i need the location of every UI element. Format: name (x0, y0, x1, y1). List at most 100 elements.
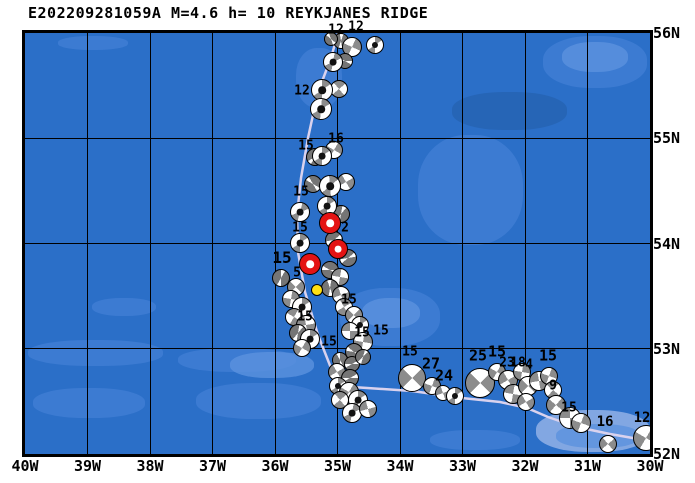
bathymetry-patch (28, 340, 163, 366)
epicenter-dot-yellow (311, 284, 323, 296)
focal-mechanism-beachball (319, 175, 341, 197)
event-day-label: 15 (297, 309, 313, 325)
focal-mechanism-beachball (290, 233, 310, 253)
event-day-label: 18 (510, 355, 526, 371)
longitude-tick-label: 40W (11, 457, 39, 475)
event-day-label: 15 (561, 400, 577, 416)
beachball-center-dot (326, 182, 334, 190)
beachball-center-dot (306, 335, 314, 343)
event-day-label: 2 (341, 220, 349, 236)
event-day-label: 15 (292, 220, 308, 236)
event-day-label: 23 (499, 355, 515, 371)
latitude-tick-label: 52N (653, 445, 681, 463)
focal-mechanism-beachball (599, 435, 617, 453)
bathymetry-patch (196, 383, 321, 419)
beachball-center-dot (317, 105, 325, 113)
beachball-center-dot (323, 202, 331, 210)
longitude-tick-label: 32W (511, 457, 539, 475)
beachball-center-dot (371, 41, 379, 49)
event-day-label: 15 (293, 184, 309, 200)
latitude-tick-label: 53N (653, 339, 681, 358)
beachball-center-dot (334, 382, 342, 390)
longitude-tick-label: 37W (198, 457, 227, 475)
event-day-label: 16 (596, 414, 614, 430)
focal-mechanism-beachball (571, 413, 591, 433)
bathymetry-patch (562, 42, 628, 72)
focal-mechanism-beachball (366, 36, 384, 54)
latitude-tick-label: 54N (653, 234, 681, 253)
beachball-center-dot (348, 409, 356, 417)
focal-mechanism-beachball-red (319, 212, 341, 234)
beachball-center-dot (298, 303, 306, 311)
event-day-label: 12 (328, 22, 344, 38)
focal-mechanism-beachball (290, 202, 310, 222)
focal-mechanism-beachball (359, 400, 377, 418)
latitude-tick-label: 55N (653, 129, 681, 148)
event-day-label: 27 (421, 354, 441, 373)
focal-mechanism-beachball-red (299, 253, 321, 275)
event-day-label: 12 (294, 83, 310, 99)
focal-mechanism-beachball (312, 146, 332, 166)
event-day-label: 25 (468, 346, 488, 365)
longitude-tick-label: 33W (448, 457, 477, 475)
bathymetry-patch (362, 298, 420, 328)
beachball-center-dot (318, 152, 326, 160)
grid-line-horizontal (25, 137, 650, 139)
event-day-label: 15 (341, 292, 357, 308)
focal-mechanism-beachball-dark (355, 349, 371, 365)
bathymetry-patch (452, 92, 567, 130)
focal-mechanism-beachball-red (328, 239, 348, 259)
focal-mechanism-beachball (517, 393, 535, 411)
beachball-center-dot (356, 321, 364, 329)
focal-mechanism-beachball (323, 52, 343, 72)
longitude-tick-label: 36W (261, 457, 289, 475)
bathymetry-patch (58, 36, 128, 50)
focal-mechanism-beachball (633, 425, 650, 451)
longitude-tick-label: 38W (136, 457, 164, 475)
event-day-label: 15 (354, 325, 370, 341)
beachball-center-dot (329, 58, 337, 66)
event-day-label: 5 (293, 265, 301, 281)
longitude-tick-label: 35W (323, 457, 352, 475)
beachball-center-dot-white (326, 219, 334, 227)
focal-mechanism-beachball (446, 387, 464, 405)
longitude-tick-label: 30W (636, 457, 664, 475)
focal-mechanism-beachball (398, 364, 426, 392)
latitude-tick-label: 56N (653, 24, 681, 42)
longitude-tick-label: 31W (573, 457, 602, 475)
focal-mechanism-beachball (310, 98, 332, 120)
bathymetry-patch (418, 135, 523, 245)
bathymetry-patch (92, 298, 156, 316)
event-day-label: 15 (402, 344, 418, 360)
beachball-center-dot (354, 396, 362, 404)
event-day-label: 9 (549, 378, 557, 394)
map-area (22, 30, 653, 457)
event-day-label: 15 (321, 334, 337, 350)
bathymetry-patch (33, 388, 145, 418)
longitude-tick-label: 34W (386, 457, 414, 475)
beachball-center-dot (296, 208, 304, 216)
event-day-label: 15 (538, 346, 558, 365)
event-day-label: 15 (298, 138, 314, 154)
event-day-label: 4 (525, 357, 533, 373)
beachball-center-dot (318, 86, 326, 94)
focal-mechanism-beachball-dark (324, 33, 338, 46)
event-day-label: 15 (272, 248, 292, 267)
focal-mechanism-beachball (293, 339, 311, 357)
beachball-center-dot (296, 239, 304, 247)
beachball-center-dot-white (306, 260, 314, 268)
longitude-tick-label: 39W (73, 457, 102, 475)
event-day-label: 15 (487, 342, 507, 361)
event-day-label: 24 (434, 366, 454, 385)
event-day-label: 12 (633, 410, 651, 426)
event-day-label: 15 (373, 323, 389, 339)
beachball-center-dot (451, 392, 459, 400)
focal-mechanism-beachball-dark (272, 269, 290, 287)
beachball-center-dot-white (334, 245, 342, 253)
figure-title: E202209281059A M=4.6 h= 10 REYKJANES RID… (28, 4, 429, 22)
grid-line-horizontal (25, 348, 650, 350)
event-day-label: 16 (328, 131, 344, 147)
bathymetry-patch (430, 430, 520, 450)
event-day-label: 12 (348, 19, 364, 35)
